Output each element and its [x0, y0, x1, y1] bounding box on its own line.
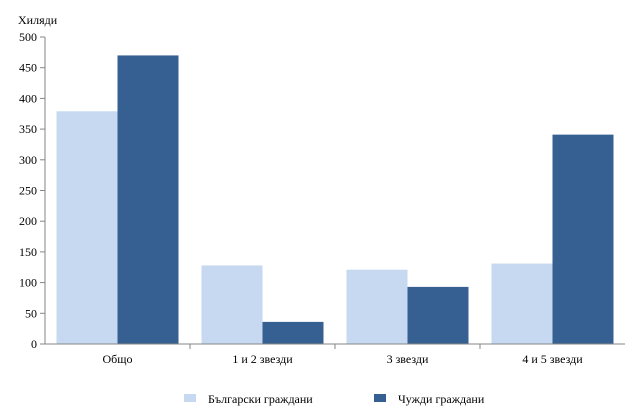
y-tick-label: 150	[19, 245, 37, 259]
bar-bulgarian-0	[56, 111, 118, 344]
bar-foreign-0	[117, 55, 179, 345]
y-tick-label: 200	[19, 214, 37, 228]
y-tick-label: 400	[19, 91, 37, 105]
bar-foreign-1	[262, 321, 324, 344]
y-tick-label: 350	[19, 122, 37, 136]
x-tick-label: 1 и 2 звезди	[232, 352, 293, 366]
legend-label-foreign: Чужди граждани	[398, 392, 485, 406]
legend-swatch-foreign	[374, 394, 386, 402]
bar-foreign-2	[407, 286, 469, 344]
x-axis-labels: Общо 1 и 2 звезди 3 звезди 4 и 5 звезди	[102, 344, 583, 366]
x-tick-label: 3 звезди	[387, 352, 429, 366]
y-tick-label: 0	[31, 337, 37, 351]
y-axis-label: Хиляди	[18, 13, 58, 27]
bar-bulgarian-3	[491, 263, 553, 344]
bar-bulgarian-1	[201, 265, 263, 344]
bars	[56, 55, 614, 345]
y-axis-ticks: 0 50 100 150 200 250 300 350 400 450 500	[19, 30, 45, 351]
x-tick-label: 4 и 5 звезди	[522, 352, 583, 366]
bar-foreign-3	[552, 134, 614, 344]
y-tick-label: 300	[19, 153, 37, 167]
y-tick-label: 100	[19, 276, 37, 290]
legend-label-bulgarian: Български граждани	[208, 392, 313, 406]
x-tick-label: Общо	[102, 352, 132, 366]
y-tick-label: 50	[25, 306, 37, 320]
bar-bulgarian-2	[346, 269, 408, 344]
legend-swatch-bulgarian	[184, 394, 196, 402]
y-tick-label: 250	[19, 184, 37, 198]
y-tick-label: 500	[19, 30, 37, 44]
y-tick-label: 450	[19, 61, 37, 75]
legend: Български граждани Чужди граждани	[184, 392, 485, 406]
